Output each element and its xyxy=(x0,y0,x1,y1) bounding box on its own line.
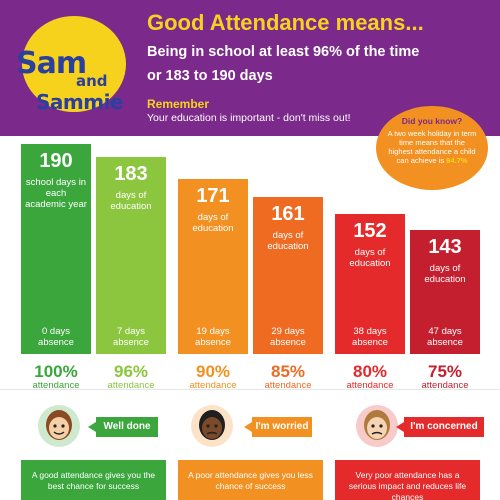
bar-description: days of education xyxy=(192,211,234,234)
face-callout: I'm worried xyxy=(244,417,312,437)
bar-absence-label: 19 days absence xyxy=(195,325,231,348)
attendance-percentage-value: 100% xyxy=(34,362,78,381)
attendance-percentage: 96% attendance xyxy=(96,363,166,391)
attendance-bar: 183 days of education 7 days absence xyxy=(96,156,166,354)
bar-description: days of education xyxy=(349,246,391,269)
attendance-percentage: 80% attendance xyxy=(335,363,405,391)
bar-absence-label: 7 days absence xyxy=(113,325,149,348)
bar-description: days of education xyxy=(110,189,152,212)
attendance-percentage-value: 90% xyxy=(195,362,231,381)
header-banner: Sam and Sammie Good Attendance means... … xyxy=(0,0,500,136)
attendance-percentage: 75% attendance xyxy=(410,363,480,391)
attendance-percentage-label: attendance xyxy=(32,380,80,391)
bar-absence-label: 38 days absence xyxy=(352,325,388,348)
page-title: Good Attendance means... xyxy=(147,10,424,35)
attendance-bar: 143 days of education 47 days absence xyxy=(410,230,480,354)
attendance-percentage-value: 96% xyxy=(113,362,149,381)
face-callout: I'm concerned xyxy=(396,417,484,437)
attendance-percentage-value: 75% xyxy=(427,362,463,381)
bar-description: days of education xyxy=(267,230,309,253)
subtitle-line-1: Being in school at least 96% of the time xyxy=(147,44,420,60)
bar-days-value: 183 xyxy=(114,162,148,185)
attendance-percentage: 85% attendance xyxy=(253,363,323,391)
smiling-girl-face-icon xyxy=(37,404,81,448)
attendance-bar: 171 days of education 19 days absence xyxy=(178,178,248,354)
remember-heading: Remember xyxy=(147,97,210,111)
concerned-woman-face-icon xyxy=(355,404,399,448)
did-you-know-highlight: 94.7% xyxy=(446,156,468,165)
footer-message: A good attendance gives you the best cha… xyxy=(21,460,166,500)
remember-text: Your education is important - don't miss… xyxy=(147,112,351,124)
did-you-know-title: Did you know? xyxy=(401,116,463,126)
bar-absence-label: 0 days absence xyxy=(38,326,74,348)
sam-and-sammie-logo: Sam and Sammie xyxy=(14,14,134,114)
logo-and-text: and xyxy=(76,72,108,90)
section-divider xyxy=(0,389,500,390)
attendance-bar: 152 days of education 38 days absence xyxy=(335,213,405,354)
footer-message: Very poor attendance has a serious impac… xyxy=(335,460,480,500)
bar-description: school days in each academic year xyxy=(25,177,87,210)
attendance-percentage: 90% attendance xyxy=(178,363,248,391)
bar-days-value: 152 xyxy=(353,219,387,242)
did-you-know-bubble: Did you know? A two week holiday in term… xyxy=(376,106,488,190)
attendance-percentage-label: attendance xyxy=(346,380,394,391)
logo-sam-text: Sam xyxy=(16,46,87,81)
footer-message: A poor attendance gives you less chance … xyxy=(178,460,323,500)
logo-sammie-text: Sammie xyxy=(36,90,124,114)
attendance-percentage-value: 80% xyxy=(352,362,388,381)
worried-boy-face-icon xyxy=(190,404,234,448)
attendance-percentage-label: attendance xyxy=(107,380,155,391)
attendance-percentage: 100% attendance xyxy=(21,363,91,391)
did-you-know-text: A two week holiday in term time means th… xyxy=(386,129,478,165)
attendance-percentage-label: attendance xyxy=(189,380,237,391)
attendance-bar: 190 school days in each academic year 0 da… xyxy=(21,144,91,354)
subtitle-line-2: or 183 to 190 days xyxy=(147,68,273,84)
bar-days-value: 143 xyxy=(428,236,462,258)
logo-circle xyxy=(22,16,126,112)
bar-days-value: 161 xyxy=(271,203,305,226)
bar-days-value: 171 xyxy=(196,184,230,207)
attendance-bar: 161 days of education 29 days absence xyxy=(253,197,323,354)
bar-days-value: 190 xyxy=(39,150,73,172)
attendance-percentage-label: attendance xyxy=(421,380,469,391)
bar-absence-label: 29 days absence xyxy=(270,325,306,348)
bar-description: days of education xyxy=(424,263,466,285)
did-you-know-body: A two week holiday in term time means th… xyxy=(387,129,477,165)
face-callout: Well done xyxy=(88,417,158,437)
bar-absence-label: 47 days absence xyxy=(427,326,463,348)
attendance-percentage-label: attendance xyxy=(264,380,312,391)
attendance-percentage-value: 85% xyxy=(270,362,306,381)
